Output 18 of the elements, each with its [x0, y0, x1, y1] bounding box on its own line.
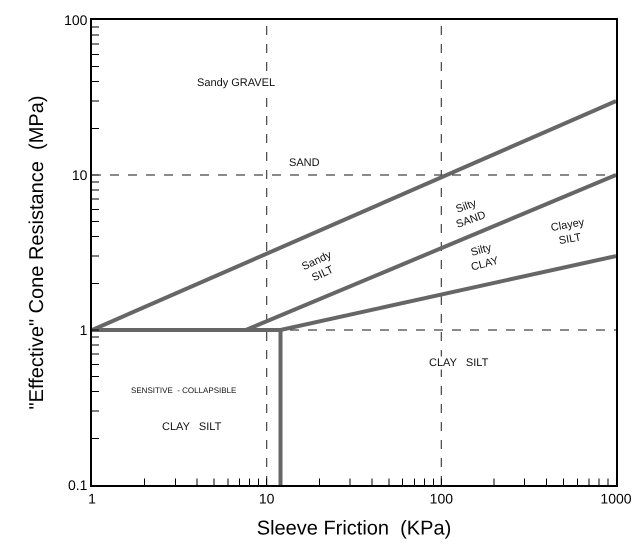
annotation: Silty SAND: [454, 197, 488, 231]
annotation: Clayey SILT: [550, 216, 586, 248]
annotation: Sandy GRAVEL: [197, 77, 276, 89]
annotation: Sandy SILT: [300, 248, 336, 284]
annotation: CLAY SILT: [429, 357, 489, 369]
annotation: Silty CLAY: [470, 242, 501, 274]
y-tick-label: 100: [64, 12, 88, 28]
y-tick-label: 0.1: [68, 476, 88, 493]
annotation: SAND: [289, 157, 320, 169]
x-axis-title: Sleeve Friction (KPa): [256, 518, 452, 540]
x-tick-label: 1000: [600, 490, 632, 507]
y-tick-label: 1: [80, 322, 88, 338]
x-tick-label: 10: [258, 490, 275, 507]
annotation: SENSITIVE - COLLAPSIBLE: [131, 386, 236, 395]
y-axis-title: "Effective" Cone Resistance (MPa): [26, 96, 48, 410]
y-tick-label: 10: [72, 166, 88, 183]
x-tick-label: 100: [430, 490, 454, 507]
annotation: CLAY SILT: [162, 421, 222, 433]
